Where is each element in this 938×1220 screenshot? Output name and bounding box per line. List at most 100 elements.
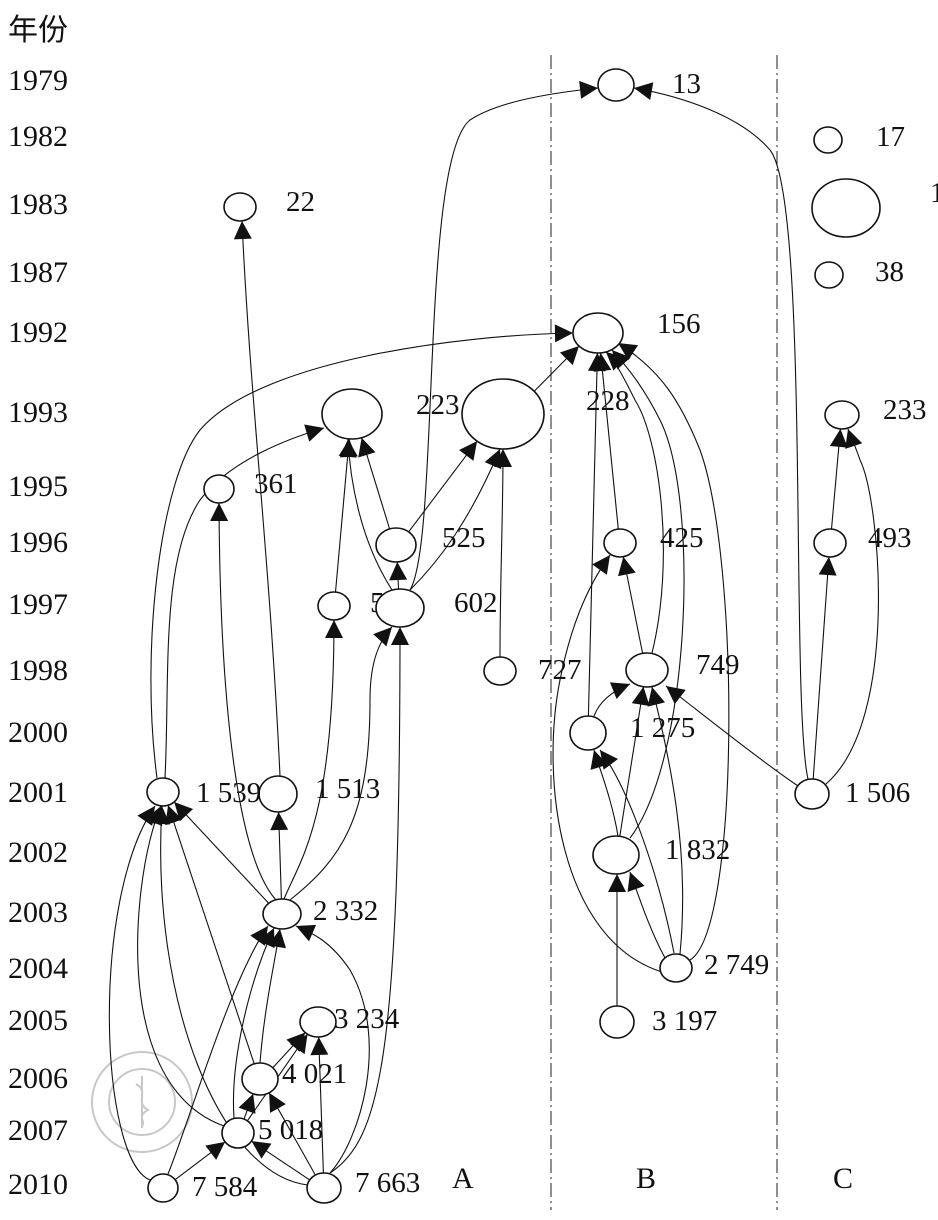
- citation-edge-1506-749: [665, 685, 799, 787]
- citation-edge-7584-5018: [174, 1141, 226, 1181]
- citation-edge-1275-156: [587, 352, 606, 717]
- paper-node-circle: [203, 474, 235, 504]
- paper-node-233: 233: [824, 394, 927, 430]
- citation-edge-1506-13: [633, 82, 809, 780]
- citation-edge-5018-2332: [232, 927, 275, 1119]
- paper-node-label: 4 021: [282, 1058, 347, 1090]
- citation-edge-2332-590: [283, 619, 343, 900]
- citation-edge-7663-2332: [295, 924, 370, 1174]
- citation-edge-602-13: [409, 80, 599, 591]
- paper-node-749: 749: [625, 649, 740, 688]
- citation-edge-2749-1275: [599, 749, 675, 954]
- paper-node-label: 22: [286, 186, 315, 218]
- year-label: 2001: [8, 776, 68, 809]
- citation-edge-2332-361: [210, 502, 277, 901]
- year-label: 2003: [8, 896, 68, 929]
- year-label: 2006: [8, 1062, 68, 1095]
- paper-node-label: 749: [696, 649, 740, 681]
- citation-edge-2332-1513: [270, 811, 289, 900]
- citation-edge-1275-749: [593, 682, 631, 717]
- paper-node-361: 361: [203, 468, 298, 504]
- citation-edge-7663-5018: [251, 1140, 311, 1181]
- paper-node-label: 5 018: [258, 1114, 323, 1146]
- paper-node-circle: [299, 1006, 337, 1038]
- citation-edge-525-228: [408, 440, 478, 533]
- citation-edge-7663-3234: [310, 1036, 329, 1174]
- citation-edge-749-425: [617, 556, 644, 654]
- paper-node-circle: [599, 1005, 635, 1039]
- year-label: 1997: [8, 588, 68, 621]
- paper-node-circle: [625, 652, 669, 688]
- citation-edge-7663-4021: [268, 1092, 316, 1176]
- citation-edge-602-228: [409, 448, 502, 591]
- paper-node-circle: [262, 898, 302, 930]
- citation-edge-228-156: [533, 345, 580, 392]
- paper-node-label: 525: [442, 522, 486, 554]
- paper-node-13: 13: [597, 68, 701, 102]
- paper-node-circle: [146, 777, 180, 807]
- year-label: 2004: [8, 952, 68, 985]
- citation-edge-4021-1539: [165, 805, 255, 1064]
- paper-node-circle: [258, 775, 298, 813]
- column-label-a: A: [452, 1162, 474, 1195]
- year-label: 2000: [8, 716, 68, 749]
- paper-node-3197: 3 197: [599, 1005, 717, 1039]
- paper-node-label: 38: [875, 256, 904, 288]
- citation-edge-2749-156: [617, 342, 730, 961]
- citation-edge-1513-22: [233, 220, 281, 777]
- paper-node-228: 228: [461, 378, 630, 450]
- citation-edge-1506-233: [825, 428, 879, 785]
- citation-edge-2332-1539: [173, 801, 270, 904]
- paper-node-circle: [147, 1173, 179, 1203]
- paper-node-493: 493: [813, 522, 912, 558]
- year-label: 1982: [8, 120, 68, 153]
- paper-node-circle: [659, 953, 693, 983]
- paper-node-1513: 1 513: [258, 773, 380, 813]
- paper-node-label: 17: [876, 121, 905, 153]
- paper-node-circle: [811, 178, 881, 238]
- paper-node-22: 22: [223, 186, 315, 222]
- paper-node-circle: [483, 656, 517, 686]
- year-label: 1992: [8, 316, 68, 349]
- column-label-b: B: [636, 1162, 656, 1195]
- paper-node-label: 156: [657, 308, 701, 340]
- paper-node-727: 727: [483, 654, 582, 686]
- paper-node-circle: [592, 835, 640, 875]
- paper-node-label: 2 749: [704, 949, 769, 981]
- citation-edge-749-156: [605, 351, 664, 654]
- citation-edge-7584-2332: [167, 925, 269, 1175]
- paper-node-circle: [814, 261, 844, 289]
- citation-edge-4021-2332: [259, 928, 287, 1064]
- paper-node-circle: [317, 591, 351, 621]
- paper-node-label: 493: [868, 522, 912, 554]
- paper-node-circle: [375, 527, 417, 563]
- paper-node-circle: [813, 528, 847, 558]
- paper-node-3234: 3 234: [299, 1003, 400, 1038]
- paper-node-label: 3 234: [334, 1003, 400, 1035]
- citation-edge-5018-4021: [238, 1093, 256, 1120]
- citation-edge-2749-425: [552, 554, 663, 973]
- citation-edge-590-223: [334, 438, 357, 593]
- paper-nodes: 1317192238156223228233361425493525590602…: [146, 68, 938, 1204]
- paper-node-circle: [223, 192, 257, 222]
- paper-node-label: 1 513: [315, 773, 380, 805]
- citation-edge-7663-602: [329, 626, 409, 1174]
- paper-node-label: 3 197: [652, 1005, 717, 1037]
- paper-node-label: 425: [660, 522, 704, 554]
- paper-node-circle: [375, 588, 425, 628]
- paper-node-label: 1 506: [845, 777, 910, 809]
- paper-node-label: 228: [586, 385, 630, 417]
- citation-edge-7584-1539: [108, 805, 156, 1181]
- paper-node-7663: 7 663: [306, 1167, 420, 1204]
- paper-node-label: 13: [672, 68, 701, 100]
- citation-edge-1539-223: [164, 424, 325, 779]
- paper-node-5018: 5 018: [221, 1114, 323, 1149]
- paper-node-label: 19: [930, 177, 938, 209]
- paper-node-circle: [824, 400, 860, 430]
- year-label: 1998: [8, 654, 68, 687]
- citation-edges: [108, 80, 879, 1186]
- citation-edge-7663-1539: [151, 805, 309, 1186]
- citation-edge-2749-1832: [627, 871, 666, 959]
- year-label: 2007: [8, 1114, 68, 1147]
- watermark-seal: [91, 1051, 193, 1153]
